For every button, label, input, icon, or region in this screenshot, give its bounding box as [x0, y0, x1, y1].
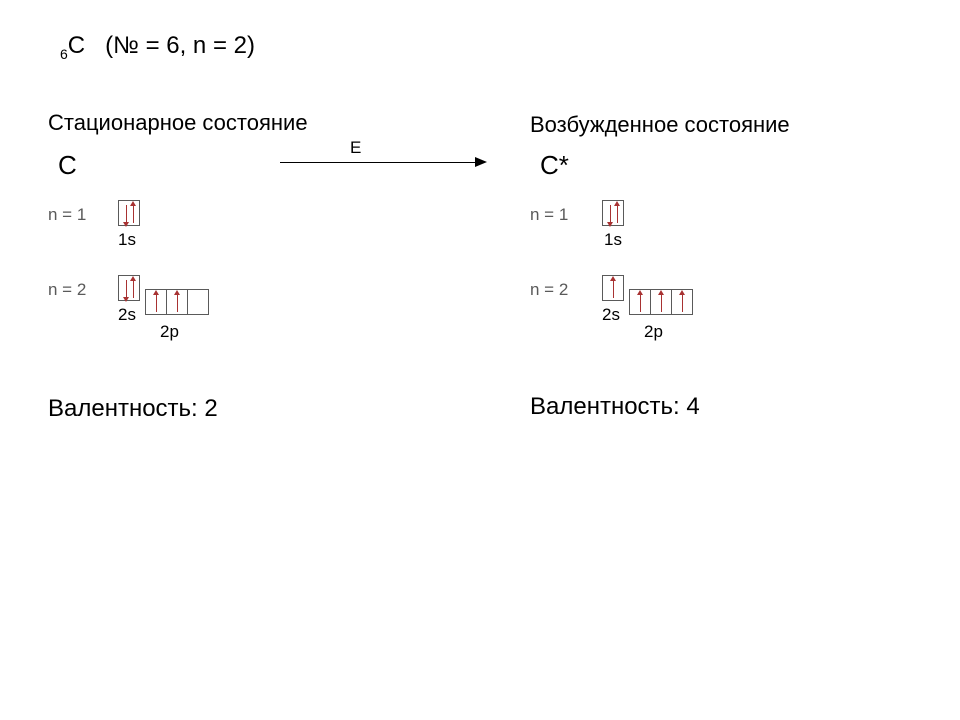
excited-2p-cell-3 — [671, 289, 693, 315]
ground-heading: Стационарное состояние — [48, 110, 308, 136]
excited-n1-label: n = 1 — [530, 205, 568, 225]
electron-up-icon — [613, 280, 614, 298]
excited-2p-label: 2p — [644, 322, 663, 342]
excited-2s-cell — [602, 275, 624, 301]
header-params: (№ = 6, n = 2) — [105, 32, 255, 59]
ground-1s-cell — [118, 200, 140, 226]
ground-n1-label: n = 1 — [48, 205, 86, 225]
excited-heading: Возбужденное состояние — [530, 112, 790, 138]
electron-down-icon — [126, 205, 127, 223]
electron-up-icon — [640, 294, 641, 312]
electron-up-icon — [661, 294, 662, 312]
transition-arrow-line — [280, 162, 475, 163]
electron-down-icon — [610, 205, 611, 223]
transition-arrow-head — [475, 157, 487, 167]
electron-up-icon — [133, 280, 134, 298]
electron-up-icon — [617, 205, 618, 223]
header-formula: 6С (№ = 6, n = 2) — [60, 32, 255, 62]
excited-symbol: С* — [540, 150, 569, 181]
electron-up-icon — [156, 294, 157, 312]
electron-up-icon — [682, 294, 683, 312]
ground-2p-cell-1 — [145, 289, 167, 315]
excited-2s-label: 2s — [602, 305, 620, 325]
ground-2s-cell — [118, 275, 140, 301]
excited-1s-cell — [602, 200, 624, 226]
ground-valence: Валентность: 2 — [48, 395, 218, 423]
excited-valence: Валентность: 4 — [530, 393, 700, 421]
ground-2p-cell-3 — [187, 289, 209, 315]
electron-up-icon — [133, 205, 134, 223]
electron-up-icon — [177, 294, 178, 312]
ground-2p-label: 2p — [160, 322, 179, 342]
header-element: С — [68, 32, 85, 59]
ground-symbol: С — [58, 150, 77, 181]
ground-2s-label: 2s — [118, 305, 136, 325]
excited-1s-label: 1s — [604, 230, 622, 250]
transition-label: E — [350, 138, 361, 158]
electron-down-icon — [126, 280, 127, 298]
ground-1s-label: 1s — [118, 230, 136, 250]
ground-2p-cell-2 — [166, 289, 188, 315]
excited-2p-cell-1 — [629, 289, 651, 315]
excited-n2-label: n = 2 — [530, 280, 568, 300]
header-subscript: 6 — [60, 46, 68, 62]
excited-2p-cell-2 — [650, 289, 672, 315]
ground-n2-label: n = 2 — [48, 280, 86, 300]
